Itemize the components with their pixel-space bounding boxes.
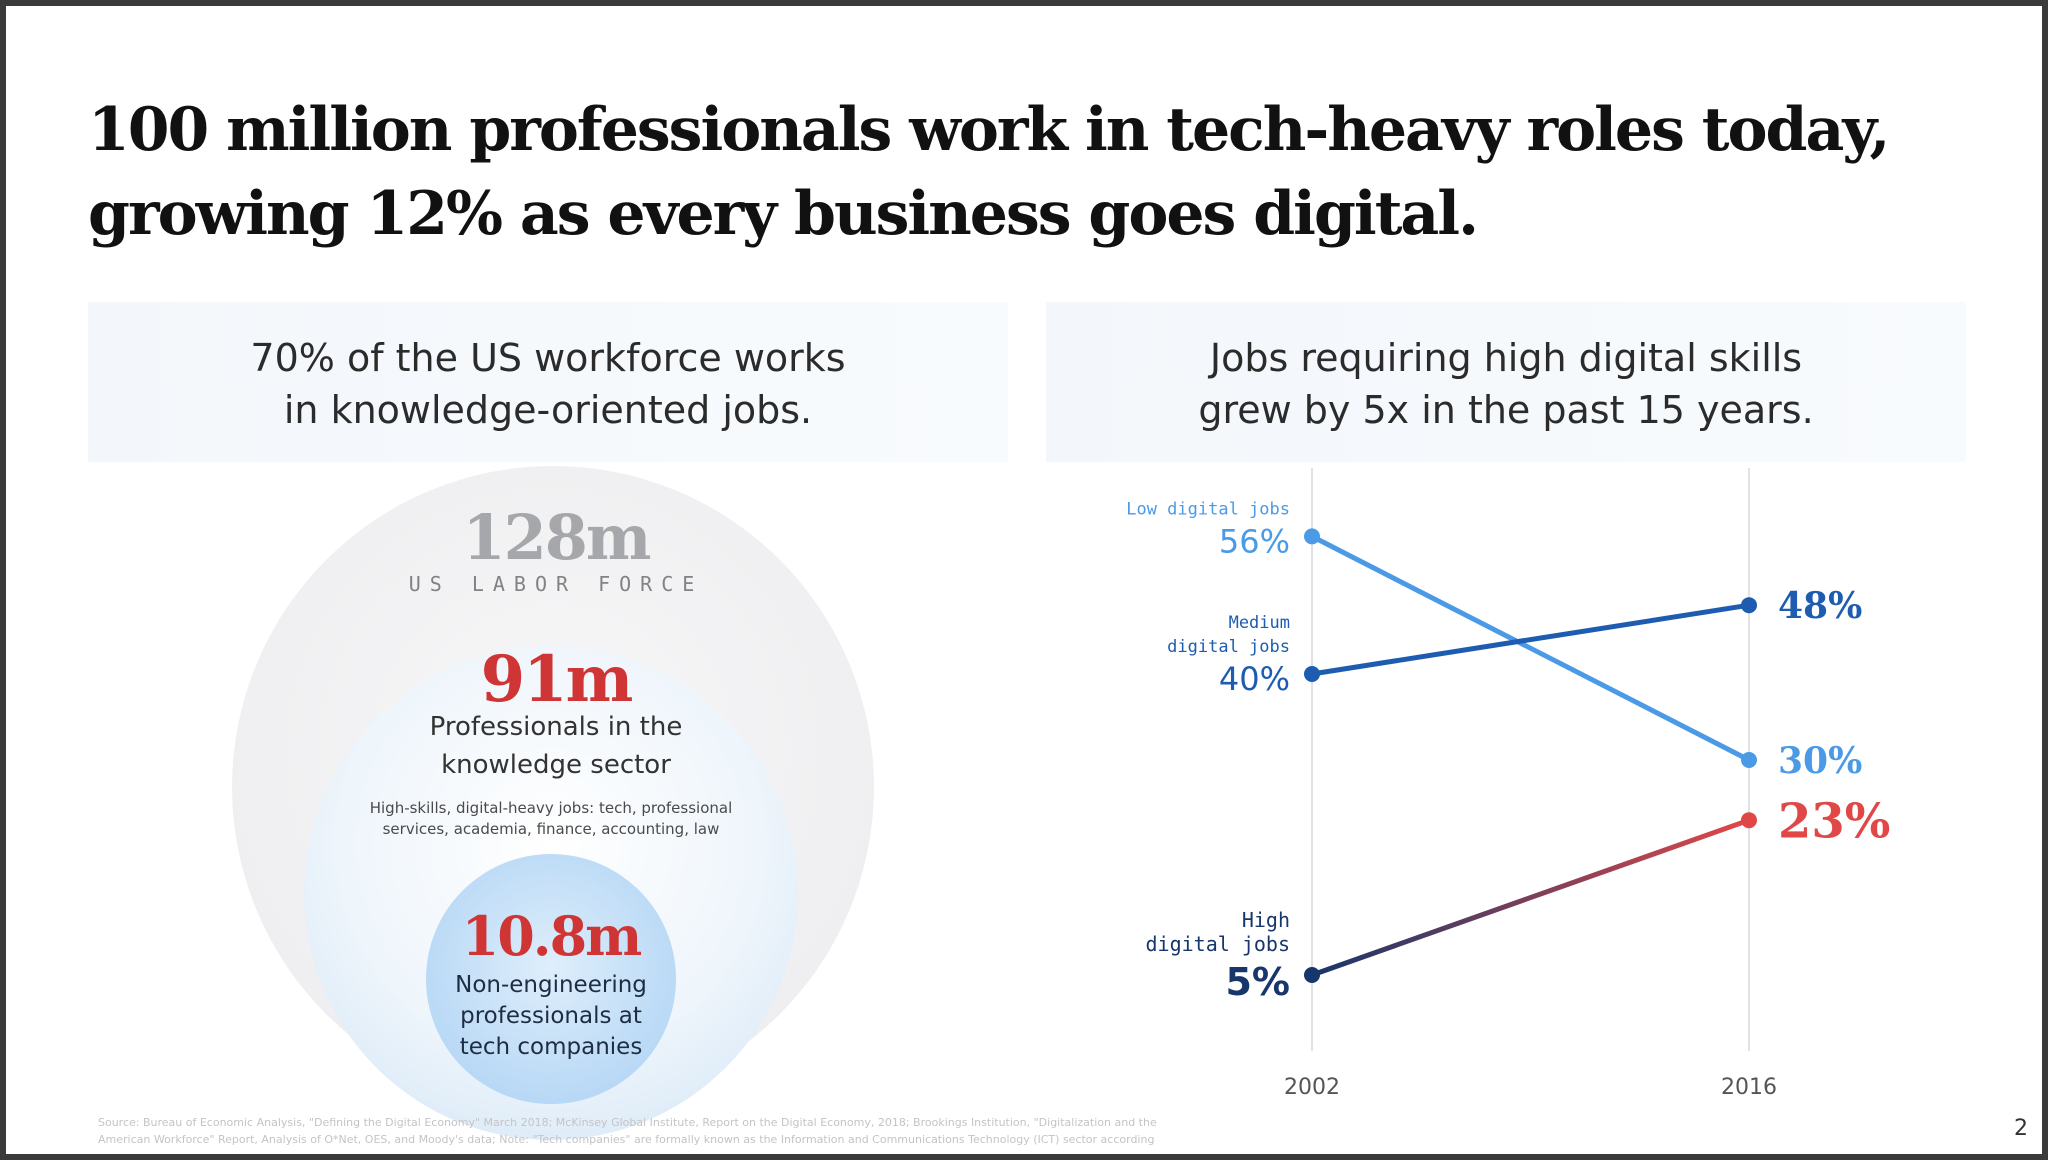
- medium-digital-jobs-line: [1309, 602, 1752, 677]
- medium-digital-jobs-name-label-1: Medium: [1229, 613, 1290, 633]
- tech-companies-circle: [426, 854, 676, 1104]
- knowledge-sector-label-line-2: knowledge sector: [441, 750, 671, 780]
- low-digital-jobs-point-2002: [1304, 528, 1320, 545]
- medium-digital-jobs-start-value: 40%: [1219, 660, 1290, 698]
- high-digital-jobs-start-value: 5%: [1225, 960, 1290, 1004]
- knowledge-sector-label-line-1: Professionals in the: [429, 712, 683, 742]
- x-tick-label-2002: 2002: [1284, 1075, 1340, 1100]
- knowledge-sector-description: High-skills, digital-heavy jobs: tech, p…: [306, 798, 796, 840]
- page-number: 2: [2014, 1116, 2028, 1141]
- tech-companies-label-line-2: professionals at: [460, 1003, 642, 1029]
- source-footnote: Source: Bureau of Economic Analysis, "De…: [98, 1114, 1738, 1148]
- tech-companies-label-line-1: Non-engineering: [455, 972, 647, 998]
- tech-companies-value: 10.8m: [461, 904, 643, 968]
- knowledge-sector-value: 91m: [480, 642, 634, 717]
- high-digital-jobs-name-label-2: digital jobs: [1146, 932, 1291, 956]
- left-panel-title-line-2: in knowledge-oriented jobs.: [283, 388, 813, 432]
- knowledge-sector-description-line-1: High-skills, digital-heavy jobs: tech, p…: [369, 799, 733, 817]
- low-digital-jobs-name-label-1: Low digital jobs: [1126, 499, 1290, 519]
- knowledge-sector-label: Professionals in the knowledge sector: [356, 708, 756, 784]
- right-panel-title-background: [1046, 302, 1966, 462]
- source-footnote-line-2: American Workforce" Report, Analysis of …: [98, 1133, 1155, 1146]
- left-panel-title: 70% of the US workforce works in knowled…: [88, 332, 1008, 436]
- high-digital-jobs-name-label-1: High: [1242, 908, 1290, 932]
- x-tick-label-2016: 2016: [1721, 1075, 1777, 1100]
- digital-skills-line-chart: 2002 2016 Low digital jobs 56% 30% Medium digi…: [1126, 468, 1890, 1100]
- headline-line-1: 100 million professionals work in tech-h…: [88, 95, 1890, 165]
- tech-companies-label-line-3: tech companies: [459, 1034, 643, 1060]
- medium-digital-jobs-end-value: 48%: [1778, 585, 1862, 627]
- right-panel-title-line-1: Jobs requiring high digital skills: [1209, 336, 1803, 380]
- high-digital-jobs-end-value: 23%: [1778, 793, 1890, 849]
- high-digital-jobs-point-2016: [1741, 812, 1757, 829]
- labor-force-value: 128m: [462, 501, 651, 574]
- medium-digital-jobs-point-2002: [1304, 666, 1320, 682]
- slide: 100 million professionals work in tech-h…: [6, 6, 2042, 1154]
- right-panel-title-line-2: grew by 5x in the past 15 years.: [1198, 388, 1814, 432]
- medium-digital-jobs-point-2016: [1741, 597, 1757, 614]
- source-footnote-line-1: Source: Bureau of Economic Analysis, "De…: [98, 1116, 1157, 1129]
- high-digital-jobs-line: [1309, 817, 1752, 978]
- high-digital-jobs-point-2002: [1304, 967, 1320, 983]
- low-digital-jobs-line: [1309, 533, 1752, 763]
- left-panel-title-background: [88, 302, 1008, 462]
- tech-companies-label: Non-engineering professionals at tech co…: [406, 970, 696, 1063]
- headline: 100 million professionals work in tech-h…: [88, 88, 1988, 256]
- labor-force-label: US LABOR FORCE: [408, 572, 704, 596]
- medium-digital-jobs-name-label-2: digital jobs: [1167, 637, 1290, 657]
- low-digital-jobs-start-value: 56%: [1219, 522, 1290, 560]
- right-panel-title: Jobs requiring high digital skills grew …: [1046, 332, 1966, 436]
- knowledge-sector-description-line-2: services, academia, finance, accounting,…: [382, 820, 720, 838]
- headline-line-2: growing 12% as every business goes digit…: [88, 179, 1479, 249]
- left-panel-title-line-1: 70% of the US workforce works: [250, 336, 846, 380]
- low-digital-jobs-end-value: 30%: [1778, 740, 1862, 782]
- low-digital-jobs-point-2016: [1741, 752, 1757, 768]
